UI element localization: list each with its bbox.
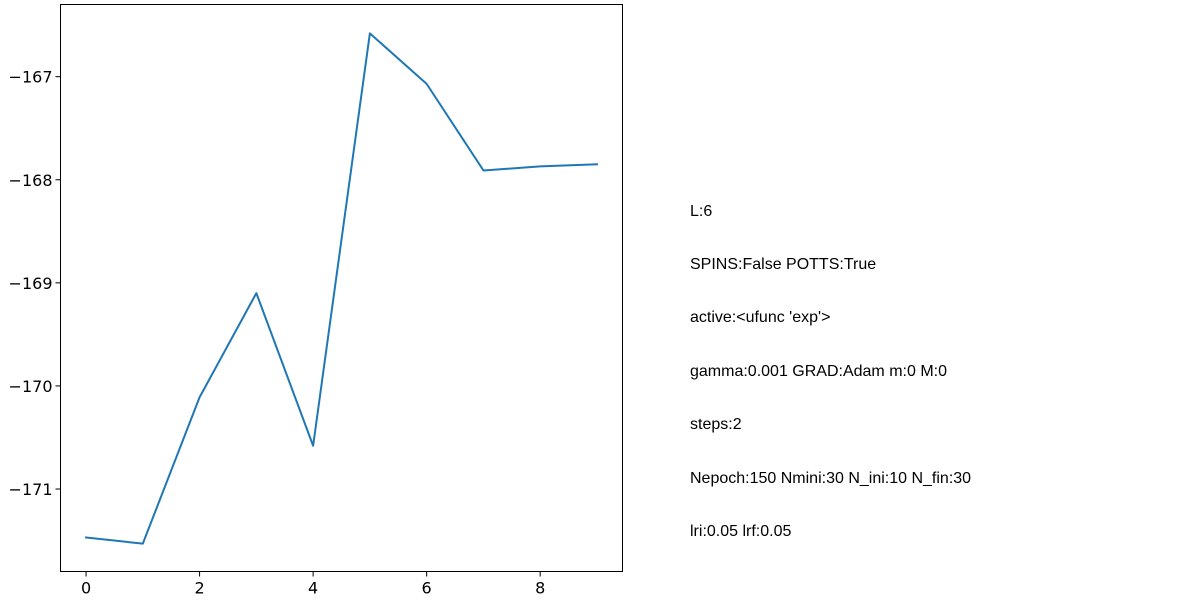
x-tick-label: 0 — [81, 579, 91, 598]
parameter-text-block: L:6 SPINS:False POTTS:True active:<ufunc… — [690, 167, 971, 559]
info-line-spins-potts: SPINS:False POTTS:True — [690, 255, 877, 273]
x-tick-label: 2 — [194, 579, 204, 598]
info-line-l: L:6 — [690, 202, 713, 220]
y-tick-label: −167 — [9, 68, 53, 87]
info-line-steps: steps:2 — [690, 416, 742, 434]
axes-frame — [60, 4, 623, 572]
series-line-0 — [84, 32, 598, 545]
info-line-nepoch: Nepoch:150 Nmini:30 N_ini:10 N_fin:30 — [690, 469, 972, 487]
plot-area — [60, 4, 623, 572]
info-line-lr: lri:0.05 lrf:0.05 — [690, 522, 792, 540]
y-tick-label: −169 — [9, 274, 53, 293]
y-tick-label: −171 — [9, 480, 53, 499]
x-tick-label: 6 — [422, 579, 432, 598]
info-line-gamma-grad: gamma:0.001 GRAD:Adam m:0 M:0 — [690, 362, 947, 380]
x-tick-label: 8 — [535, 579, 545, 598]
y-axis: −171 −170 −169 −168 −167 — [9, 68, 61, 499]
y-tick-label: −168 — [9, 171, 53, 190]
x-tick-label: 4 — [308, 579, 318, 598]
x-axis: 0 2 4 6 8 — [81, 571, 545, 598]
y-tick-label: −170 — [9, 377, 53, 396]
info-line-active: active:<ufunc 'exp'> — [690, 309, 831, 327]
